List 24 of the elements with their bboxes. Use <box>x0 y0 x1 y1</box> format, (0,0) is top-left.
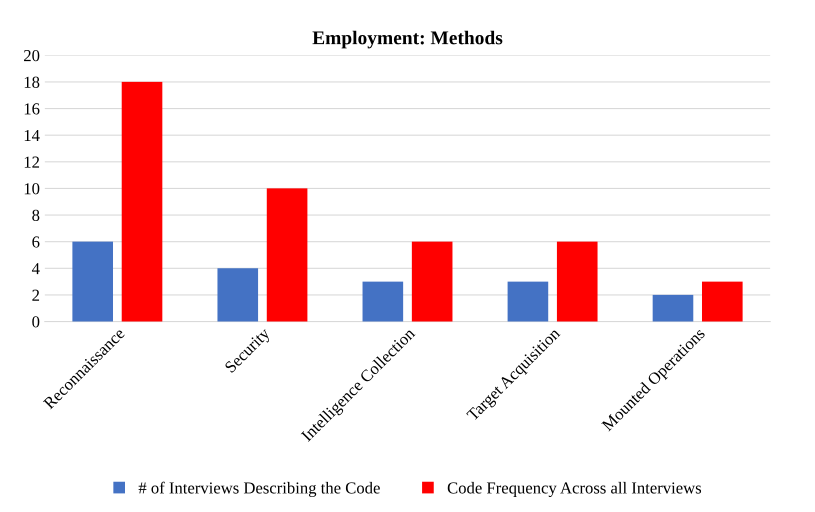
bar <box>412 242 452 322</box>
y-tick-label: 20 <box>24 50 40 62</box>
y-tick-label: 12 <box>24 156 40 168</box>
y-tick-label: 6 <box>32 236 40 248</box>
chart-title: Employment: Methods <box>312 30 502 48</box>
bar <box>72 242 114 322</box>
y-tick-label: 16 <box>24 103 40 114</box>
bar <box>122 82 162 322</box>
legend-label: Code Frequency Across all Interviews <box>448 482 702 497</box>
bar <box>266 188 308 322</box>
y-tick-label: 10 <box>24 183 40 194</box>
bar <box>362 282 404 322</box>
bar <box>652 294 694 322</box>
bar <box>702 282 743 322</box>
y-tick-label: 18 <box>24 76 40 88</box>
bar <box>556 242 598 322</box>
y-tick-label: 4 <box>32 263 40 274</box>
bar <box>508 282 548 322</box>
legend-label: # of Interviews Describing the Code <box>138 482 380 497</box>
y-tick-label: 2 <box>32 290 40 301</box>
bar <box>217 268 258 322</box>
y-tick-label: 14 <box>24 130 40 141</box>
y-tick-label: 8 <box>32 210 40 221</box>
y-tick-label: 0 <box>32 316 40 328</box>
